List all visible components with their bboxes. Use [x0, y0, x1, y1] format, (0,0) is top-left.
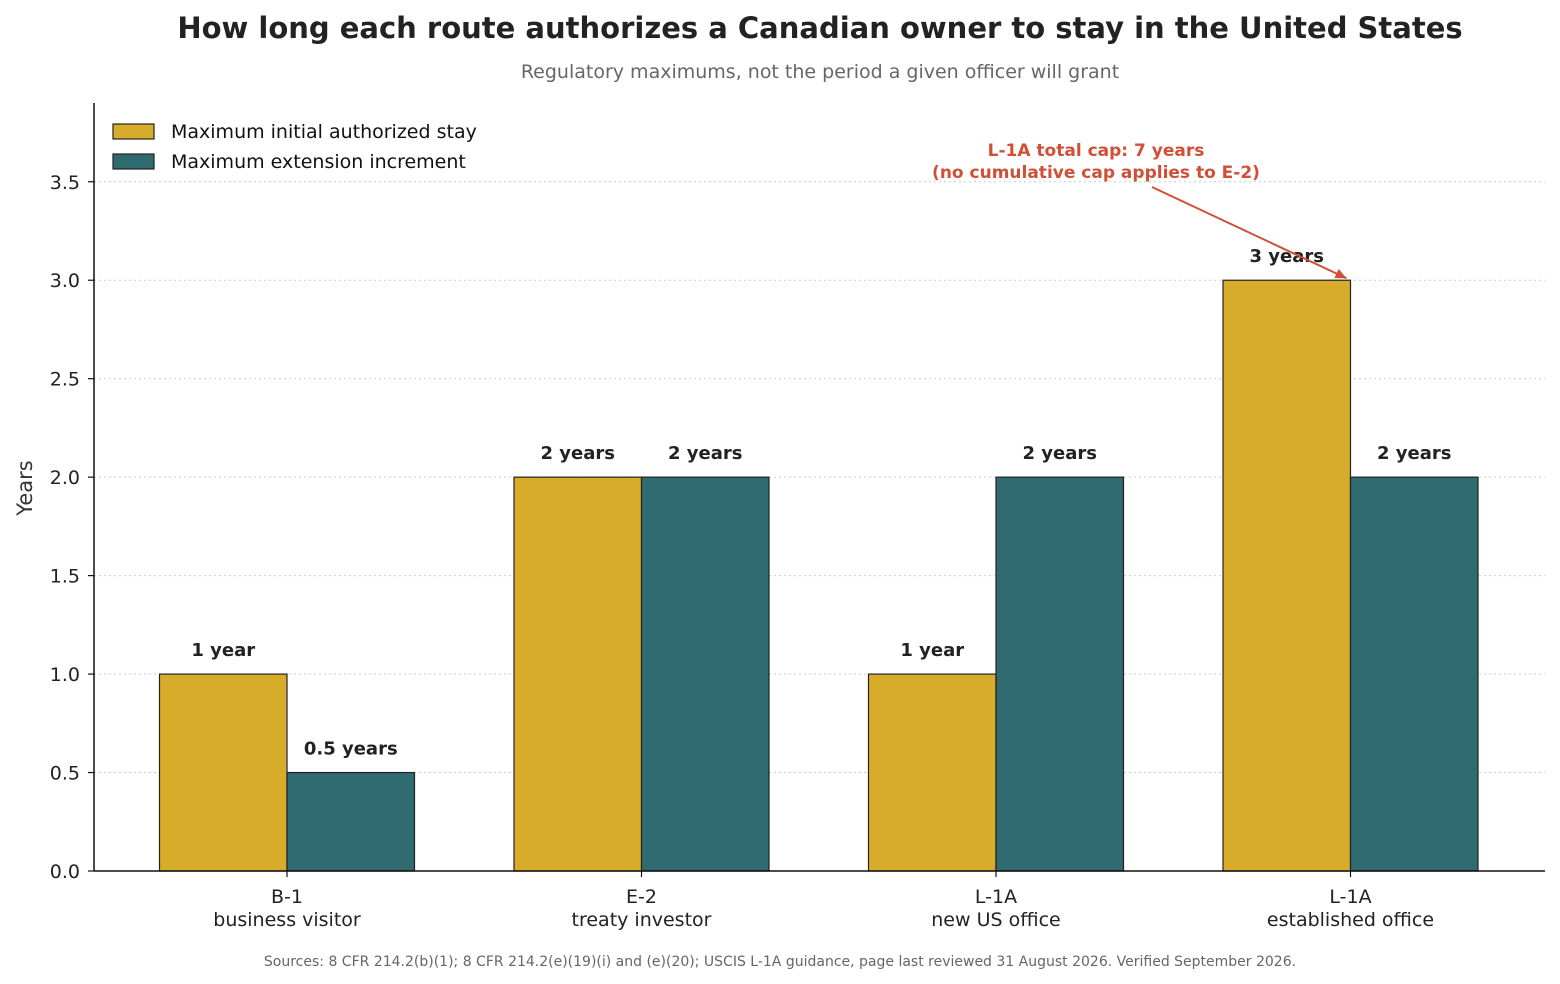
legend-swatch	[112, 123, 155, 140]
bar-initial-stay	[867, 673, 997, 872]
y-tick-label: 2.5	[50, 369, 80, 391]
y-tick-label: 0.5	[50, 763, 80, 785]
bar-value-label: 1 year	[191, 640, 255, 661]
bar-initial-stay	[158, 673, 288, 872]
source-note: Sources: 8 CFR 214.2(b)(1); 8 CFR 214.2(…	[264, 954, 1296, 970]
chart-subtitle: Regulatory maximums, not the period a gi…	[521, 61, 1119, 83]
bar-value-label: 2 years	[1377, 443, 1451, 464]
axes	[93, 103, 1545, 872]
bar-initial-stay	[1222, 279, 1352, 872]
x-category-label: L-1A	[975, 886, 1017, 908]
bar-extension-increment	[1349, 476, 1479, 872]
bar-labels: 1 year 2 years 1 year 3 years 0.5 years 2 yea…	[191, 246, 1451, 759]
annotation-arrow-head	[1334, 269, 1347, 279]
x-category-label: treaty investor	[572, 909, 712, 931]
bar-extension-increment	[640, 476, 770, 872]
annotation-text: (no cumulative cap applies to E-2)	[932, 163, 1260, 183]
legend-label: Maximum extension increment	[171, 151, 466, 173]
bar-value-label: 1 year	[900, 640, 964, 661]
bar-extension-increment	[995, 476, 1125, 872]
annotation: L-1A total cap: 7 years(no cumulative ca…	[932, 141, 1347, 280]
legend: Maximum initial authorized stay Maximum e…	[112, 121, 477, 173]
bar-value-label: 2 years	[541, 443, 615, 464]
x-category-label: B-1	[271, 886, 303, 908]
annotation-text: L-1A total cap: 7 years	[988, 141, 1205, 161]
y-axis-label: Years	[13, 460, 37, 516]
x-category-label: established office	[1267, 909, 1434, 931]
bars	[158, 279, 1479, 872]
y-tick-label: 1.5	[50, 566, 80, 588]
grid-lines	[94, 181, 1545, 774]
x-category-label: L-1A	[1329, 886, 1371, 908]
y-tick-label: 0.0	[50, 861, 80, 883]
chart-title: How long each route authorizes a Canadia…	[177, 11, 1462, 45]
x-category-label: business visitor	[213, 909, 361, 931]
y-tick-label: 3.0	[50, 270, 80, 292]
bar-initial-stay	[513, 476, 643, 872]
x-category-label: E-2	[626, 886, 657, 908]
bar-value-label: 2 years	[668, 443, 742, 464]
x-category-label: new US office	[931, 909, 1060, 931]
legend-label: Maximum initial authorized stay	[171, 121, 477, 143]
bar-value-label: 0.5 years	[304, 739, 398, 760]
bar-value-label: 3 years	[1250, 246, 1324, 267]
y-tick-label: 3.5	[50, 172, 80, 194]
legend-swatch	[112, 153, 155, 170]
annotation-arrow-line	[1151, 186, 1347, 280]
y-tick-label: 1.0	[50, 664, 80, 686]
y-axis-ticks: 0.0 0.5 1.0 1.5 2.0 2.5 3.0 3.5	[50, 172, 94, 883]
bar-extension-increment	[286, 771, 416, 872]
y-tick-label: 2.0	[50, 467, 80, 489]
bar-value-label: 2 years	[1023, 443, 1097, 464]
